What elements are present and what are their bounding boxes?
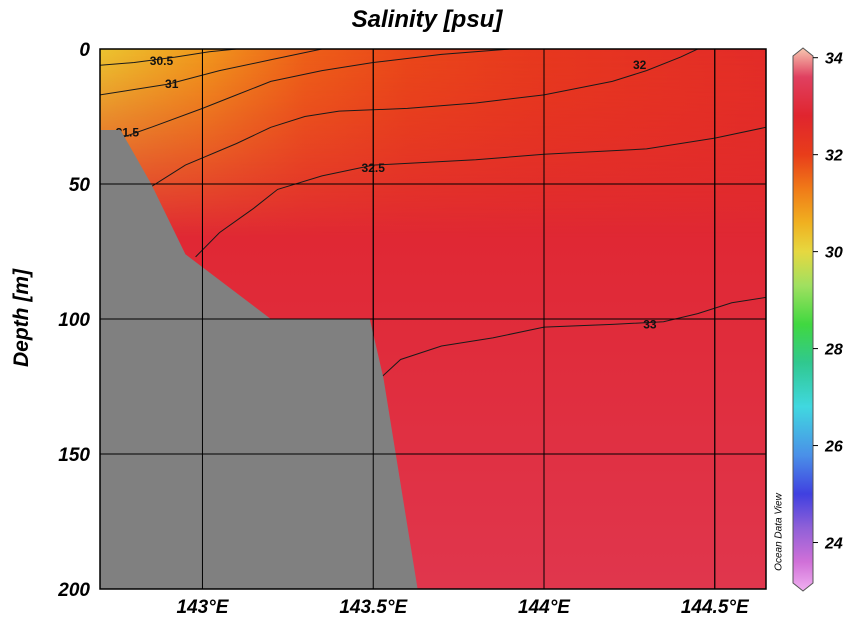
chart-title: Salinity [psu] — [351, 6, 503, 33]
contour-label: 31 — [165, 77, 179, 91]
y-tick-label: 200 — [57, 580, 90, 601]
y-tick-label: 100 — [58, 310, 90, 331]
seafloor-topography — [100, 49, 766, 589]
y-tick-label: 50 — [69, 175, 91, 196]
colorbar: 34 32 30 28 26 24 — [792, 47, 843, 592]
colorbar-tick-label: 34 — [825, 51, 843, 68]
colorbar-tick-label: 30 — [825, 245, 843, 262]
x-tick-label: 143°E — [176, 597, 229, 618]
x-tick-label: 144.5°E — [681, 597, 750, 618]
ocean-data-view-watermark: Ocean Data View — [773, 493, 785, 571]
contour-line-31 — [100, 49, 323, 96]
contour-label: 30.5 — [150, 54, 174, 68]
y-tick-label: 150 — [58, 445, 90, 466]
colorbar-tick-label: 24 — [824, 536, 843, 553]
colorbar-tick-label: 32 — [825, 148, 843, 165]
seafloor-mask — [100, 130, 418, 589]
axis-ticks: 143°E 143.5°E 144°E 144.5°E 0 50 100 150 200 — [57, 40, 750, 618]
contour-line-30.5 — [100, 49, 237, 66]
contour-label: 32 — [633, 58, 647, 72]
contour-line-32 — [150, 49, 698, 188]
plot-frame — [99, 48, 767, 590]
colorbar-tick-label: 26 — [824, 439, 843, 456]
contour-label: 33 — [643, 317, 657, 331]
plot-border — [99, 48, 767, 590]
y-tick-label: 0 — [79, 40, 90, 61]
x-tick-label: 143.5°E — [339, 597, 408, 618]
colorbar-tick-label: 28 — [824, 342, 843, 359]
x-tick-label: 144°E — [518, 597, 571, 618]
colorbar-bar — [792, 47, 814, 592]
contour-line-31.5 — [120, 49, 510, 139]
